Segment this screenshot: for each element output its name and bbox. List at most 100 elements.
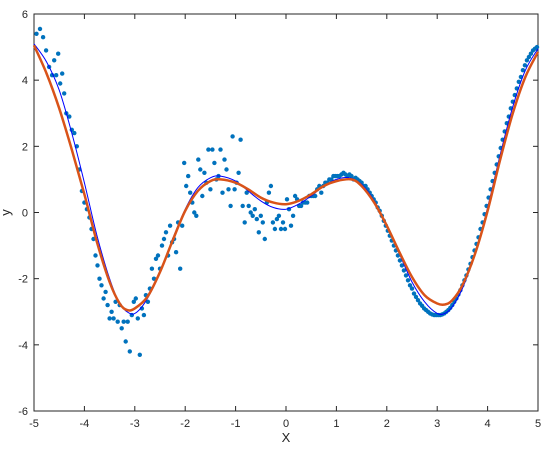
x-tick-label: 3: [434, 418, 440, 430]
scatter-point: [161, 236, 167, 242]
scatter-point: [95, 263, 100, 268]
scatter-point: [196, 157, 201, 162]
scatter-point: [522, 63, 528, 68]
x-tick-label: 2: [384, 418, 390, 430]
scatter-point: [298, 203, 304, 209]
scatter-point: [218, 147, 223, 152]
x-axis-label: X: [282, 430, 291, 445]
scatter-point: [56, 51, 61, 56]
scatter-point: [202, 170, 207, 175]
scatter-point: [230, 134, 235, 139]
scatter-point: [528, 51, 534, 56]
x-tick-label: -2: [180, 418, 190, 430]
scatter-point: [180, 223, 185, 228]
scatter-point: [258, 213, 263, 218]
scatter-point: [52, 58, 57, 63]
scatter-point: [37, 26, 43, 32]
scatter-point: [524, 58, 530, 63]
scatter-point: [226, 187, 231, 192]
scatter-point: [109, 309, 114, 314]
scatter-point: [125, 319, 130, 324]
scatter-point: [173, 250, 179, 255]
scatter-point: [516, 79, 521, 85]
y-tick-label: 6: [22, 9, 28, 21]
scatter-point: [413, 294, 419, 300]
x-tick-label: -5: [29, 418, 39, 430]
fit-line-thick: [32, 44, 540, 312]
scatter-point: [526, 54, 532, 60]
axis-ticks: -5 -4 -3 -2 -1 0 1 2 3 4 5 -6 -4 -2 0 2 4 6: [18, 9, 541, 430]
scatter-point: [127, 349, 132, 354]
scatter-point: [284, 197, 290, 202]
y-tick-label: 4: [22, 75, 28, 87]
scatter-point: [188, 190, 193, 195]
scatter-point: [250, 213, 255, 218]
scatter-point: [256, 230, 261, 235]
scatter-point: [415, 298, 421, 303]
scatter-point: [93, 253, 98, 258]
scatter-point: [278, 226, 284, 232]
scatter-point: [395, 253, 401, 258]
scatter-point: [222, 157, 227, 162]
x-tick-label: -3: [130, 418, 140, 430]
scatter-point: [270, 220, 276, 225]
scatter-point: [97, 276, 102, 281]
scatter-point: [411, 291, 417, 296]
scatter-point: [210, 147, 215, 152]
scatter-point: [135, 316, 140, 321]
scatter-point: [288, 223, 294, 228]
scatter-point: [137, 352, 142, 357]
scatter-point: [274, 216, 280, 222]
scatter-point: [244, 190, 249, 195]
scatter-point: [123, 339, 128, 344]
scatter-point: [178, 266, 183, 271]
scatter-point: [246, 203, 251, 209]
scatter-point: [155, 253, 161, 258]
scatter-point: [149, 266, 155, 271]
y-tick-label: -6: [18, 406, 28, 418]
y-axis-label: y: [0, 209, 13, 216]
scatter-point: [163, 230, 169, 235]
scatter-point: [248, 210, 253, 215]
scatter-point: [119, 326, 124, 331]
scatter-point: [115, 319, 120, 324]
scatter-point: [228, 203, 233, 209]
scatter-point: [260, 220, 265, 225]
scatter-point: [319, 190, 324, 195]
scatter-point: [349, 173, 354, 179]
scatter-point: [450, 302, 455, 308]
scatter-point: [141, 312, 147, 318]
scatter-point: [34, 31, 39, 36]
scatter-point: [292, 193, 298, 199]
scatter-point: [409, 286, 415, 291]
scatter-point: [266, 190, 272, 195]
scatter-point: [212, 160, 217, 166]
scatter-point: [105, 302, 110, 308]
scatter-point: [272, 226, 278, 232]
scatter-point: [208, 187, 213, 192]
scatter-point: [101, 296, 106, 301]
scatter-point: [60, 71, 65, 76]
x-tick-label: -4: [80, 418, 90, 430]
scatter-point: [220, 190, 225, 195]
scatter-point: [268, 183, 274, 189]
scatter-point: [107, 316, 112, 321]
y-tick-label: -4: [18, 340, 28, 352]
scatter-point: [133, 296, 138, 301]
scatter-point: [290, 213, 296, 218]
x-tick-label: -1: [231, 418, 241, 430]
scatter-point: [54, 73, 59, 78]
y-tick-label: -2: [18, 274, 28, 286]
scatter-point: [167, 223, 173, 228]
scatter-point: [192, 210, 197, 215]
scatter-point: [153, 256, 159, 261]
scatter-point: [131, 299, 136, 304]
scatter-point: [139, 306, 145, 311]
scatter-point: [254, 216, 259, 222]
scatter-point: [405, 278, 411, 283]
scatter-point: [242, 220, 247, 225]
scatter-point: [232, 187, 237, 192]
y-tick-label: 0: [22, 208, 28, 220]
scatter-point: [238, 137, 243, 142]
